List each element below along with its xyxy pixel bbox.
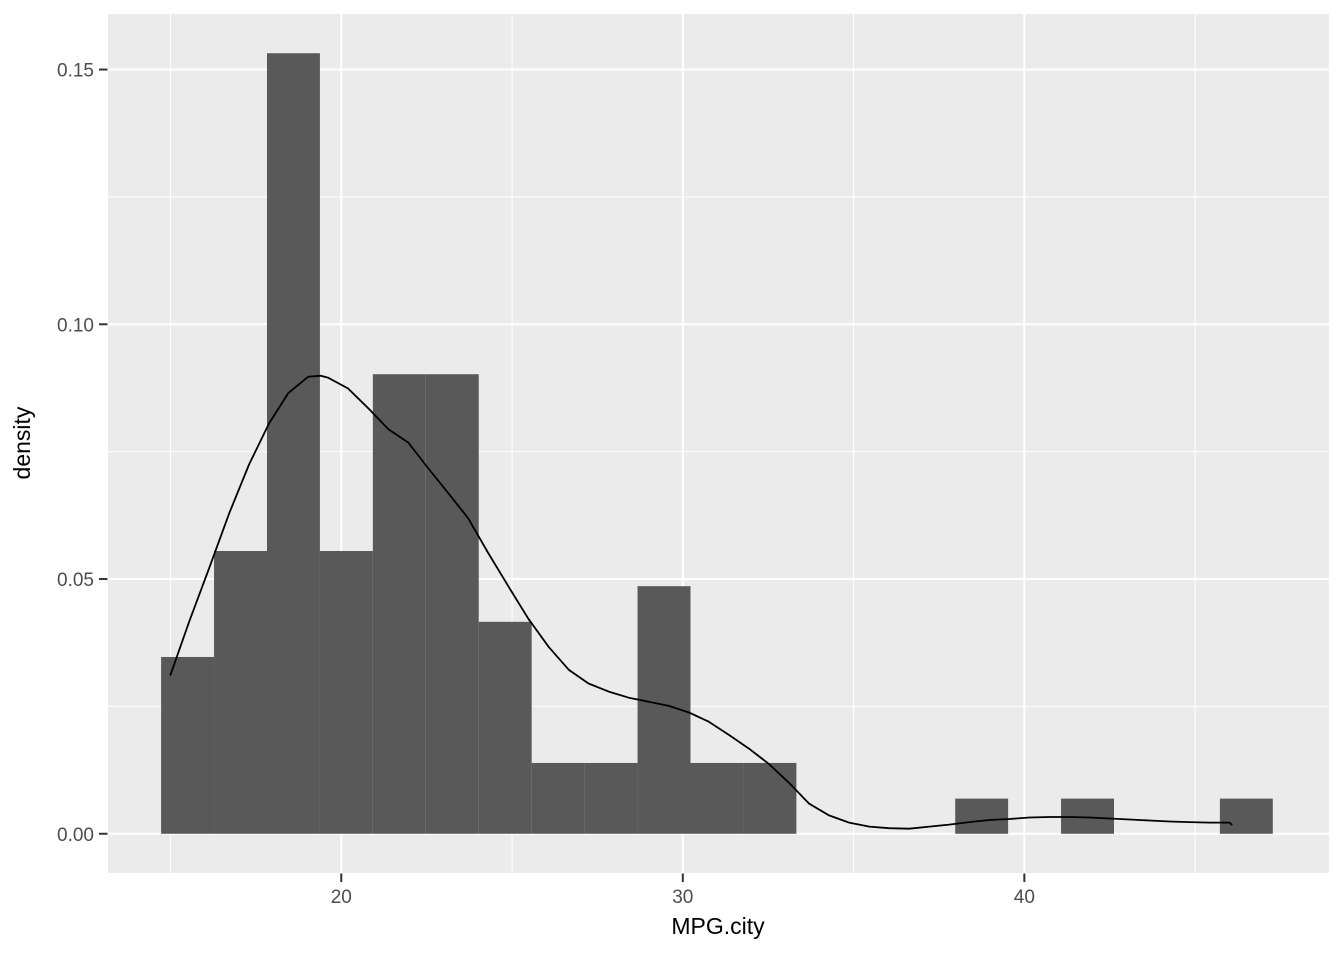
y-axis-tick-label: 0.05 — [57, 570, 94, 591]
plot-panel-layer — [108, 14, 1329, 873]
x-axis-title: MPG.city — [671, 913, 765, 939]
y-axis-tick-label: 0.15 — [57, 61, 94, 82]
histogram-bar — [214, 551, 267, 834]
histogram-bar — [478, 621, 532, 834]
axis-layer: 20 30 40 0.00 0.05 0.10 0.15 — [57, 61, 1035, 908]
x-axis-tick-label: 40 — [1014, 887, 1035, 908]
y-axis-tick-label: 0.00 — [57, 825, 94, 846]
histogram-bar — [531, 762, 585, 834]
histogram-bar — [372, 374, 426, 834]
histogram-bar — [161, 656, 215, 834]
histogram-bar — [1219, 798, 1273, 834]
y-axis-tick-label: 0.10 — [57, 315, 94, 336]
x-axis-tick-label: 30 — [672, 887, 693, 908]
histogram-bar — [690, 762, 744, 834]
histogram-bar — [266, 53, 320, 834]
histogram-bar — [319, 551, 373, 834]
histogram-bar — [743, 762, 797, 834]
density-curve — [169, 374, 1233, 830]
histogram-bar — [955, 798, 1009, 834]
x-axis-tick-label: 20 — [331, 887, 352, 908]
histogram-bar — [425, 374, 479, 834]
histogram-bar — [584, 762, 638, 834]
y-axis-title: density — [9, 406, 35, 479]
